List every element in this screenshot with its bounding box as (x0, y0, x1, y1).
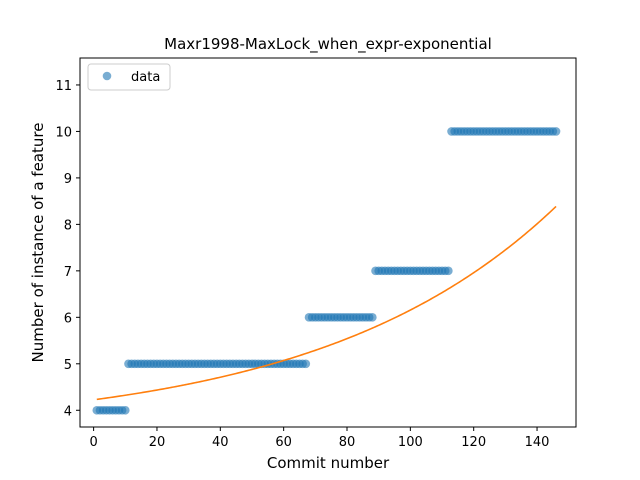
plot-area (79, 57, 577, 428)
y-tick-label: 7 (64, 265, 72, 280)
x-axis-title: Commit number (267, 454, 390, 472)
x-tick-label: 140 (525, 435, 550, 450)
x-axis: 0 20 40 60 80 100 120 140 (89, 427, 549, 450)
legend: data (87, 63, 171, 91)
x-tick-label: 0 (89, 435, 97, 450)
plot-frame (79, 57, 577, 428)
y-tick-label: 6 (64, 311, 72, 326)
chart-title: Maxr1998-MaxLock_when_expr-exponential (164, 35, 492, 54)
legend-box (87, 63, 171, 91)
y-tick-label: 11 (55, 79, 72, 94)
x-tick-label: 120 (461, 435, 486, 450)
data-point (120, 405, 130, 415)
data-point (551, 127, 561, 136)
x-tick-label: 40 (212, 435, 229, 450)
legend-label: data (131, 70, 160, 85)
y-tick-label: 5 (64, 358, 72, 373)
x-tick-label: 60 (275, 435, 292, 450)
y-tick-label: 9 (64, 172, 72, 187)
y-axis-title: Number of instance of a feature (29, 123, 47, 363)
x-tick-label: 100 (398, 435, 423, 450)
legend-marker (102, 71, 112, 81)
y-tick-label: 4 (64, 404, 72, 419)
y-axis: 4 5 6 7 8 9 10 11 (55, 79, 80, 419)
data-point (301, 359, 311, 369)
x-tick-label: 20 (149, 435, 166, 450)
x-tick-label: 80 (339, 435, 356, 450)
y-tick-label: 8 (64, 218, 72, 233)
data-point (444, 266, 453, 276)
fit-line (96, 205, 557, 401)
y-tick-label: 10 (55, 125, 72, 140)
data-point (368, 313, 377, 322)
